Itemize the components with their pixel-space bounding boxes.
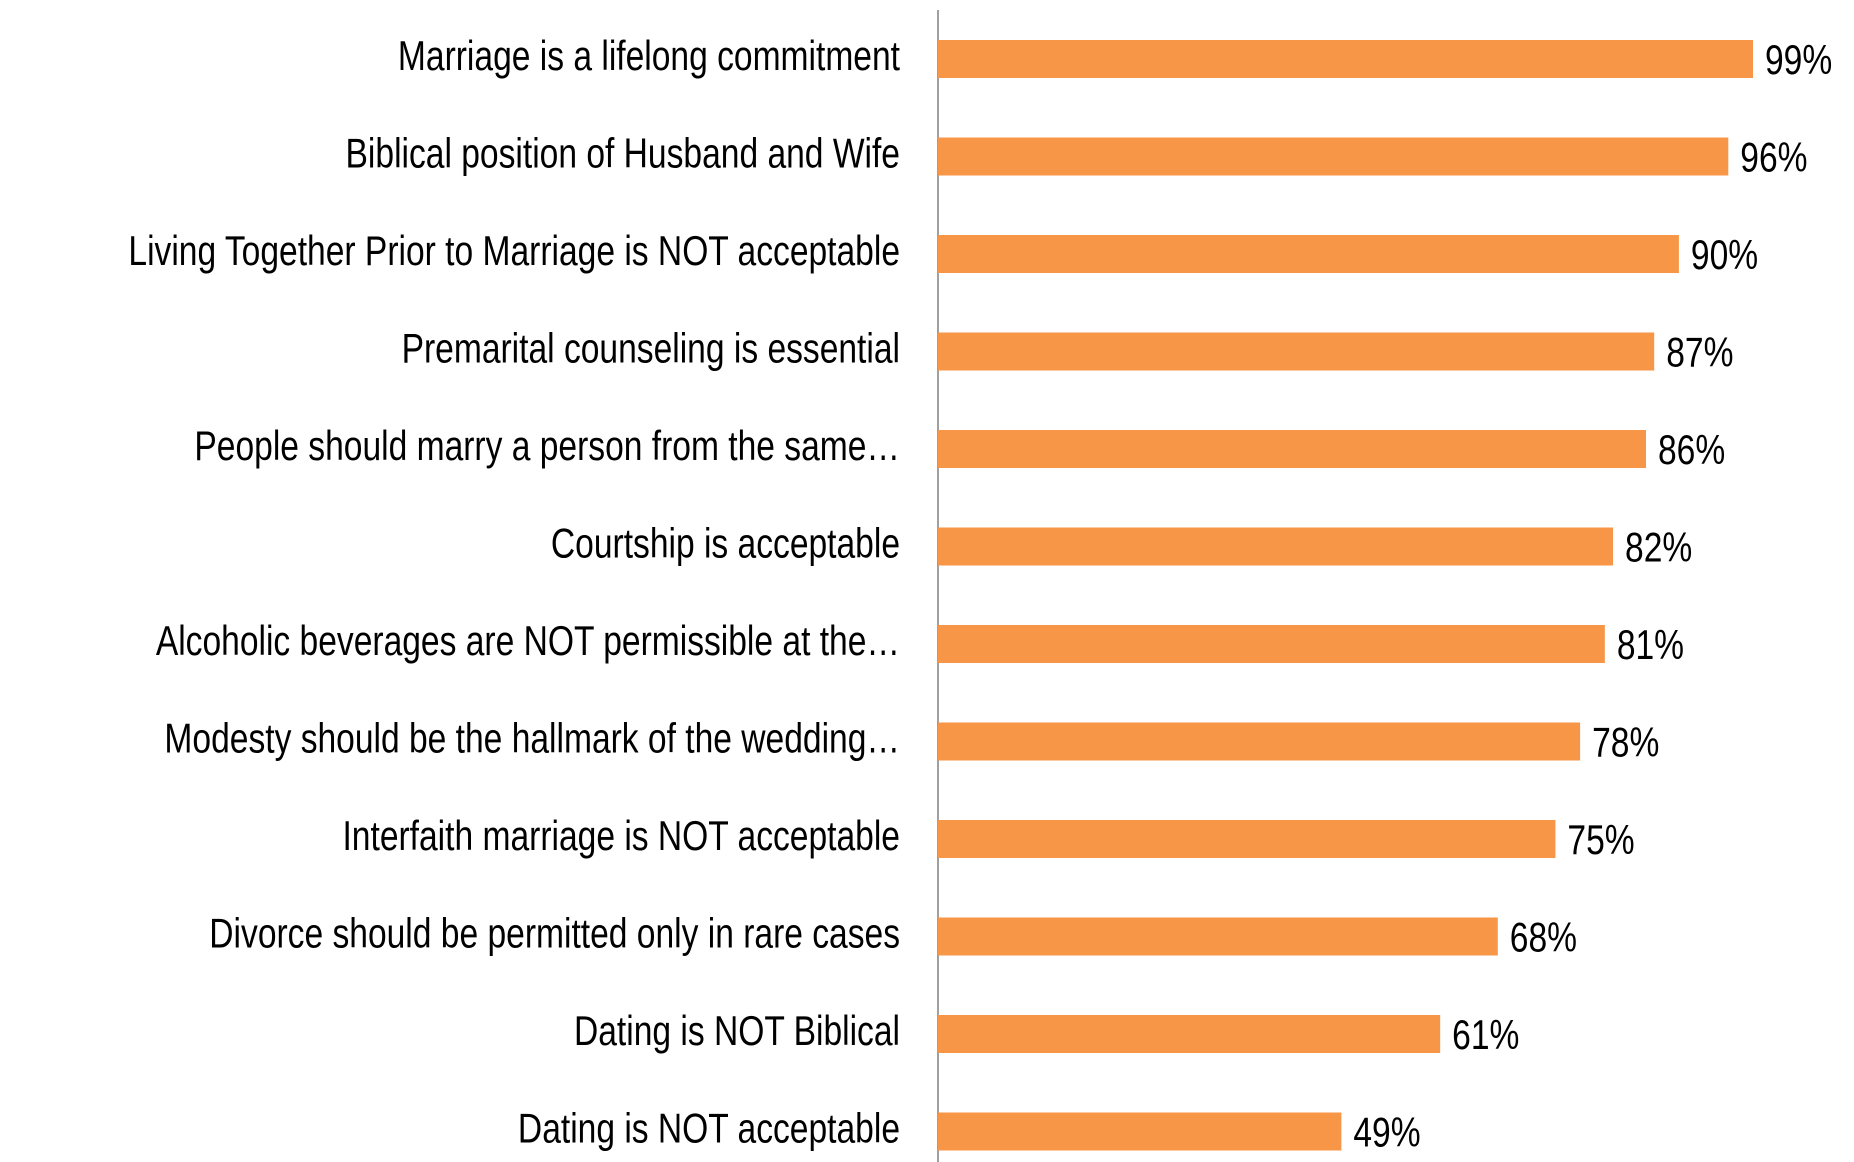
bar: [938, 235, 1679, 273]
bar: [938, 1015, 1441, 1053]
category-label: Divorce should be permitted only in rare…: [209, 911, 900, 957]
category-label: Dating is NOT Biblical: [574, 1009, 900, 1055]
bar: [938, 430, 1646, 468]
category-label: People should marry a person from the sa…: [194, 424, 900, 470]
bar: [938, 917, 1498, 956]
value-label: 86%: [1658, 428, 1725, 474]
bar: [938, 1112, 1342, 1151]
value-label: 87%: [1666, 330, 1733, 376]
category-label: Interfaith marriage is NOT acceptable: [342, 814, 900, 860]
bar: [938, 332, 1655, 371]
category-label: Living Together Prior to Marriage is NOT…: [128, 229, 900, 275]
value-label: 99%: [1765, 38, 1832, 84]
category-label: Courtship is acceptable: [551, 521, 900, 567]
value-label: 82%: [1625, 525, 1692, 571]
bar: [938, 722, 1581, 761]
value-label: 90%: [1691, 233, 1758, 279]
bar: [938, 40, 1753, 78]
category-label: Biblical position of Husband and Wife: [346, 131, 900, 177]
bar: [938, 820, 1556, 858]
value-label: 68%: [1510, 915, 1577, 961]
category-label: Marriage is a lifelong commitment: [398, 34, 900, 80]
value-label: 81%: [1617, 623, 1684, 669]
value-label: 78%: [1592, 720, 1659, 766]
value-label: 49%: [1353, 1110, 1420, 1156]
category-label: Modesty should be the hallmark of the we…: [164, 716, 900, 762]
value-label: 96%: [1740, 135, 1807, 181]
category-label: Premarital counseling is essential: [402, 326, 900, 372]
bar: [938, 527, 1614, 566]
bar: [938, 137, 1729, 176]
bar: [938, 625, 1605, 663]
value-label: 61%: [1452, 1013, 1519, 1059]
category-label: Dating is NOT acceptable: [518, 1106, 900, 1152]
category-label: Alcoholic beverages are NOT permissible …: [156, 619, 900, 665]
value-label: 75%: [1567, 818, 1634, 864]
